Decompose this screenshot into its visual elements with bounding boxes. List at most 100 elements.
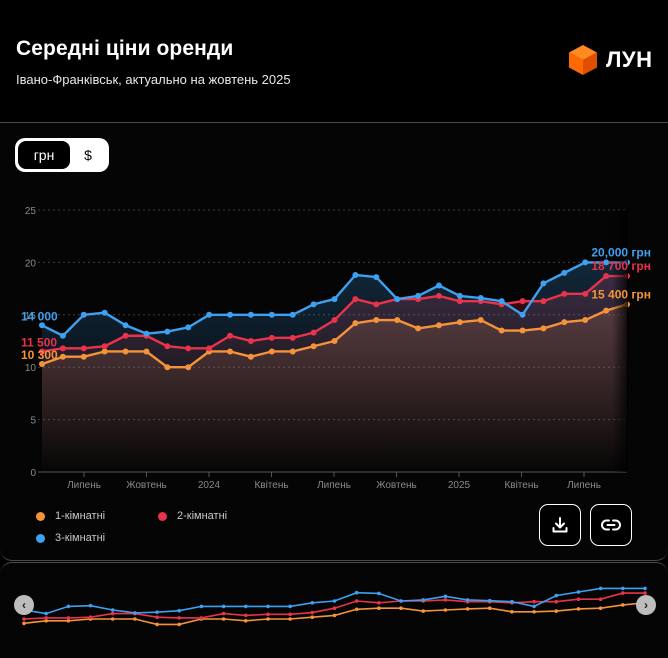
data-point: [456, 319, 463, 326]
data-point: [394, 296, 401, 303]
series-end-label: 20,000 грн: [591, 245, 651, 259]
navigator-point: [133, 617, 137, 621]
data-point: [561, 290, 568, 297]
y-tick-label: 20: [25, 258, 37, 269]
navigator-point: [421, 609, 426, 613]
data-point: [498, 327, 505, 334]
data-point: [268, 348, 275, 355]
navigator-point: [199, 604, 204, 609]
navigator-point: [110, 608, 115, 612]
data-point: [310, 329, 317, 336]
navigator-point: [310, 610, 315, 615]
data-point: [164, 364, 171, 371]
currency-toggle[interactable]: грн $: [15, 138, 109, 172]
x-tick-label: Липень: [67, 480, 101, 491]
data-point: [247, 311, 254, 318]
chevron-right-icon: ›: [644, 598, 648, 612]
navigator-point: [44, 616, 48, 620]
data-point: [540, 325, 547, 332]
data-point: [352, 320, 359, 327]
legend-item-2room[interactable]: 2-кімнатні: [158, 510, 227, 522]
navigator-point: [598, 606, 603, 610]
navigator-point: [598, 586, 603, 591]
data-point: [122, 348, 129, 355]
navigator-point: [487, 606, 492, 610]
navigator-point: [576, 607, 581, 611]
data-point: [352, 296, 359, 303]
navigator-point: [177, 622, 182, 627]
y-tick-label: 15: [25, 311, 37, 322]
data-point: [540, 280, 547, 287]
navigator-point: [332, 599, 337, 603]
navigator-point: [243, 619, 248, 623]
data-point: [519, 298, 526, 305]
data-point: [456, 292, 463, 299]
navigator-point: [133, 611, 137, 615]
data-point: [435, 282, 442, 289]
header: Середні ціни оренди Івано-Франківськ, ак…: [0, 0, 668, 122]
data-point: [164, 343, 171, 350]
navigator-point: [266, 604, 270, 609]
navigator-point: [66, 616, 71, 620]
navigator-point: [44, 619, 48, 623]
data-point: [164, 328, 171, 335]
navigator-mini-chart: [22, 586, 647, 627]
navigator-point: [554, 609, 559, 613]
link-icon: [601, 519, 621, 531]
data-point: [331, 296, 338, 303]
currency-option-uah[interactable]: грн: [18, 141, 70, 169]
y-tick-label: 25: [25, 206, 37, 217]
navigator-point: [377, 601, 381, 605]
data-point: [456, 298, 463, 305]
navigator-point: [66, 619, 71, 623]
data-point: [80, 311, 87, 318]
data-point: [561, 269, 568, 276]
navigator-point: [88, 615, 93, 619]
data-point: [185, 345, 192, 352]
copy-link-button[interactable]: [590, 504, 632, 546]
y-tick-label: 5: [30, 416, 36, 427]
navigator-point: [576, 590, 581, 594]
x-tick-label: Жовтень: [376, 480, 417, 491]
navigator-point: [110, 617, 115, 621]
download-icon: [552, 517, 568, 533]
navigator-point: [377, 606, 381, 610]
legend-item-3room[interactable]: 3-кімнатні: [36, 532, 105, 544]
brand-logo[interactable]: ЛУН: [568, 44, 653, 76]
navigator-point: [155, 615, 159, 619]
data-point: [185, 324, 192, 331]
data-point: [519, 311, 526, 318]
data-point: [331, 317, 338, 324]
navigator-point: [377, 591, 381, 596]
data-point: [59, 332, 66, 339]
data-point: [373, 317, 380, 324]
data-point: [143, 348, 150, 355]
navigator-point: [621, 591, 625, 595]
data-point: [80, 353, 87, 360]
navigator-point: [421, 598, 426, 602]
data-point: [122, 332, 129, 339]
data-point: [603, 259, 610, 266]
data-point: [477, 317, 484, 324]
navigator-point: [288, 604, 292, 609]
navigator-point: [243, 613, 248, 618]
legend-item-1room[interactable]: 1-кімнатні: [36, 510, 105, 522]
download-button[interactable]: [539, 504, 581, 546]
data-point: [185, 364, 192, 371]
data-point: [373, 301, 380, 308]
currency-option-usd[interactable]: $: [84, 147, 92, 163]
header-divider: [0, 122, 668, 123]
x-tick-label: 2024: [198, 480, 221, 491]
navigator-point: [22, 621, 26, 626]
navigator-point: [465, 607, 470, 611]
navigator-point: [621, 603, 625, 607]
data-point: [206, 311, 213, 318]
navigator-point: [243, 604, 248, 609]
navigator-point: [532, 604, 536, 609]
data-point: [59, 353, 66, 360]
data-point: [206, 345, 213, 352]
navigator-right-button[interactable]: ›: [636, 595, 656, 615]
navigator-left-button[interactable]: ‹: [14, 595, 34, 615]
data-point: [122, 322, 129, 329]
